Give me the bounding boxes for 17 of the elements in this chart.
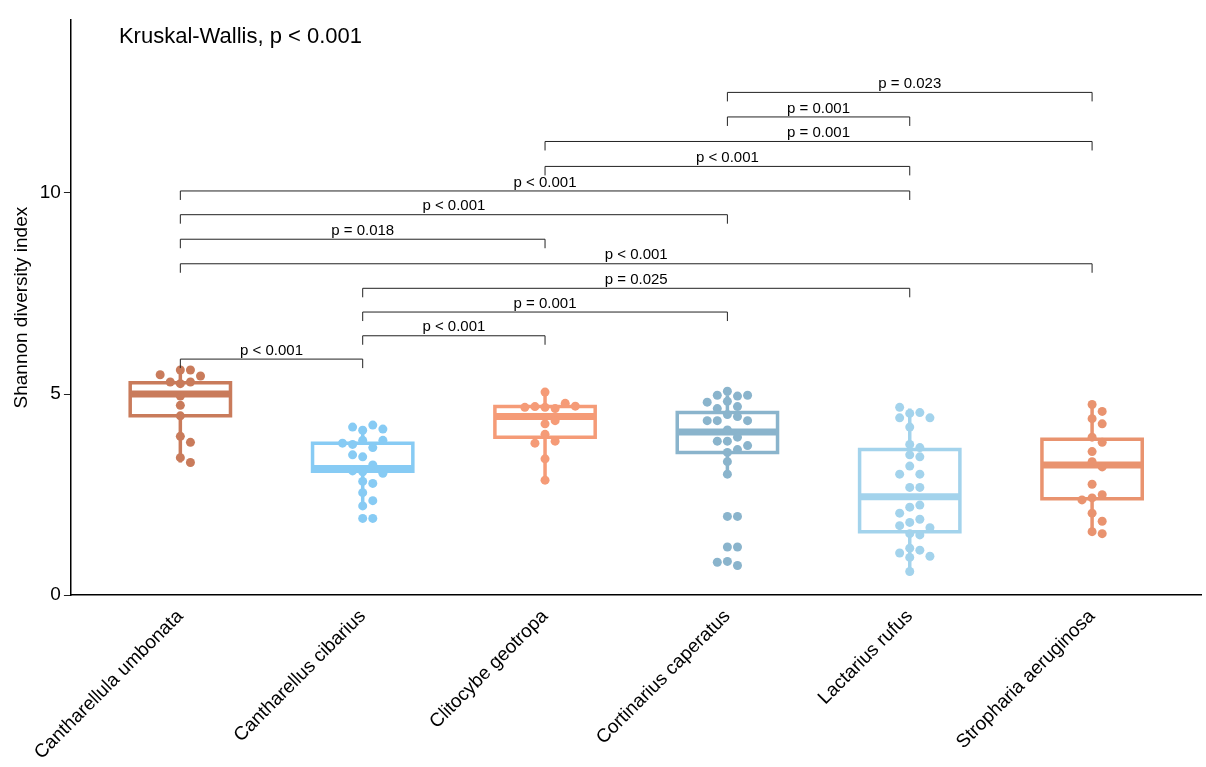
annotation: p = 0.018	[331, 220, 395, 238]
annotation: p < 0.001	[422, 196, 486, 214]
y-tick-label: 5	[50, 382, 61, 404]
annotation: p < 0.001	[604, 245, 668, 263]
annotation: p = 0.025	[604, 269, 668, 287]
y-axis-title: Shannon diversity index	[9, 206, 31, 409]
annotation: p < 0.001	[513, 172, 577, 190]
annotation: p = 0.001	[787, 98, 851, 116]
annotation: p < 0.001	[240, 340, 304, 358]
annotation: p < 0.001	[695, 148, 759, 166]
annotation: Kruskal-Wallis, p < 0.001	[118, 23, 363, 49]
annotation: p = 0.001	[513, 293, 577, 311]
y-tick-label: 0	[50, 583, 61, 605]
y-tick-label: 10	[39, 181, 61, 203]
annotation: p = 0.001	[787, 123, 851, 141]
annotation: p = 0.023	[878, 74, 942, 92]
annotation: p < 0.001	[422, 317, 486, 335]
